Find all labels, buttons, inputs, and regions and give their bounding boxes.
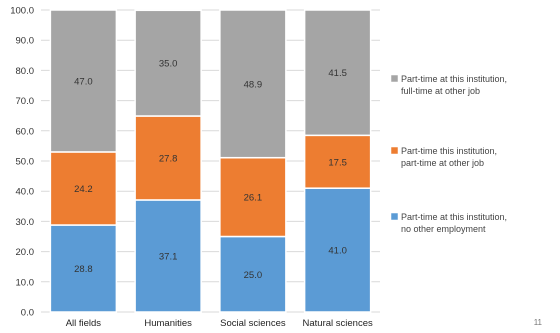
data-label: 25.0 [244,270,263,281]
page-number: 11 [533,318,542,327]
bar-segment [134,9,202,117]
bar-segment [303,134,372,189]
y-tick-label: 60.0 [16,126,35,137]
data-label: 35.0 [159,59,178,70]
legend-label: Part-time this institution, [401,146,497,156]
y-tick-label: 30.0 [16,217,35,228]
y-tick-label: 90.0 [16,36,35,47]
data-label: 37.1 [159,251,178,262]
y-tick-label: 10.0 [16,277,35,288]
y-tick-label: 100.0 [10,6,34,17]
data-label: 48.9 [244,79,263,90]
x-category-label: Natural sciences [303,318,373,329]
data-label: 26.1 [244,193,263,204]
y-tick-label: 50.0 [16,157,35,168]
y-tick-label: 80.0 [16,66,35,77]
data-label: 47.0 [74,76,93,87]
bar-segment [303,187,372,313]
legend-label: Part-time at this institution, [401,212,507,222]
bar-segment [134,199,202,313]
y-tick-label: 0.0 [21,308,34,319]
bar-segment [49,9,118,153]
legend-swatch [390,74,399,83]
bar-segment [219,9,287,159]
x-category-label: Social sciences [220,318,286,329]
x-category-label: Humanities [144,318,192,329]
data-label: 17.5 [328,157,347,168]
bar-segment [303,9,372,137]
bar-segment [49,151,118,226]
y-tick-label: 70.0 [16,96,35,107]
y-tick-label: 20.0 [16,247,35,258]
legend-label: Part-time at this institution, [401,74,507,84]
data-label: 41.5 [328,68,347,79]
y-tick-label: 40.0 [16,187,35,198]
data-label: 27.8 [159,153,178,164]
legend-swatch [390,146,399,155]
bar-segment [134,115,202,201]
legend-swatch [390,212,399,221]
bar-segment [49,224,118,313]
legend-label: part-time at other job [401,158,484,168]
data-label: 24.2 [74,184,93,195]
x-category-label: All fields [66,318,102,329]
data-label: 28.8 [74,264,93,275]
data-label: 41.0 [328,246,347,257]
legend-label: no other employment [401,224,486,234]
legend-label: full-time at other job [401,86,480,96]
